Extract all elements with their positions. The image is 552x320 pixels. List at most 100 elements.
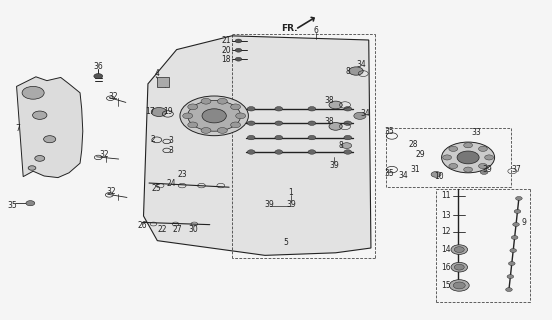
Circle shape [344,150,352,154]
Text: FR.: FR. [282,24,298,33]
Text: 16: 16 [441,263,451,272]
Circle shape [201,128,211,133]
Circle shape [349,67,363,75]
Circle shape [508,262,515,266]
Circle shape [454,247,464,252]
Text: 6: 6 [314,26,318,35]
Text: 14: 14 [441,245,451,254]
Circle shape [513,222,519,226]
Text: 21: 21 [221,36,231,45]
Text: 38: 38 [325,117,335,126]
Circle shape [308,121,316,125]
Text: 39: 39 [286,200,296,209]
Circle shape [275,107,283,111]
Circle shape [451,262,468,272]
Text: 36: 36 [93,62,103,71]
Text: 17: 17 [145,107,155,116]
Bar [157,77,169,87]
Circle shape [329,123,342,130]
Circle shape [217,98,227,104]
Circle shape [180,96,248,136]
Circle shape [275,150,283,154]
Text: 22: 22 [157,225,167,234]
Circle shape [506,288,512,292]
Circle shape [247,135,255,140]
Text: 35: 35 [7,201,17,210]
Circle shape [235,48,242,52]
Circle shape [275,135,283,140]
Circle shape [516,196,522,200]
Text: 32: 32 [99,150,109,159]
Text: 11: 11 [441,191,451,200]
Circle shape [308,107,316,111]
Text: 28: 28 [408,140,418,149]
Circle shape [431,172,441,177]
Circle shape [236,113,246,119]
Text: 29: 29 [416,150,426,159]
Text: 37: 37 [511,165,521,174]
Circle shape [231,104,241,110]
Circle shape [151,108,167,116]
Polygon shape [144,36,371,255]
Circle shape [22,86,44,99]
Text: 27: 27 [173,225,183,234]
Circle shape [457,151,479,164]
Circle shape [480,170,488,174]
Circle shape [235,57,242,61]
Circle shape [94,74,103,79]
Circle shape [247,107,255,111]
Text: 34: 34 [357,60,367,68]
Circle shape [443,155,452,160]
Circle shape [449,146,458,151]
Circle shape [514,210,521,213]
Circle shape [44,136,56,143]
Circle shape [354,112,366,119]
Circle shape [485,155,493,160]
Text: 25: 25 [151,184,161,193]
Circle shape [464,167,473,172]
Circle shape [442,142,495,173]
Circle shape [247,121,255,125]
Circle shape [231,122,241,128]
Circle shape [449,164,458,169]
Text: 19: 19 [163,107,173,116]
Text: 4: 4 [155,69,160,78]
Circle shape [217,128,227,133]
Circle shape [479,146,487,151]
Circle shape [453,282,465,289]
Circle shape [464,143,473,148]
Text: 1: 1 [289,188,293,197]
Text: 24: 24 [166,179,176,188]
Text: 35: 35 [385,169,395,178]
Text: 38: 38 [325,96,335,105]
Text: 2: 2 [151,135,155,144]
Circle shape [188,122,198,128]
Text: 26: 26 [137,221,147,230]
Circle shape [201,98,211,104]
Circle shape [308,135,316,140]
Text: 8: 8 [339,141,343,150]
Polygon shape [17,77,83,178]
Text: 18: 18 [221,55,231,64]
Circle shape [454,264,464,270]
Circle shape [507,275,514,278]
Text: 30: 30 [188,225,198,234]
Text: 3: 3 [169,136,173,145]
Circle shape [308,150,316,154]
Text: 31: 31 [410,165,420,174]
Circle shape [344,107,352,111]
Text: 5: 5 [284,238,288,247]
Circle shape [28,166,36,170]
Text: 34: 34 [398,171,408,180]
Circle shape [449,280,469,291]
Circle shape [183,113,193,119]
Text: 39: 39 [482,165,492,174]
Circle shape [188,104,198,110]
Text: 23: 23 [177,170,187,179]
Text: 33: 33 [471,128,481,137]
Text: 9: 9 [522,218,527,227]
Circle shape [33,111,47,119]
Text: 32: 32 [108,92,118,100]
Circle shape [329,101,342,109]
Text: 8: 8 [346,67,350,76]
